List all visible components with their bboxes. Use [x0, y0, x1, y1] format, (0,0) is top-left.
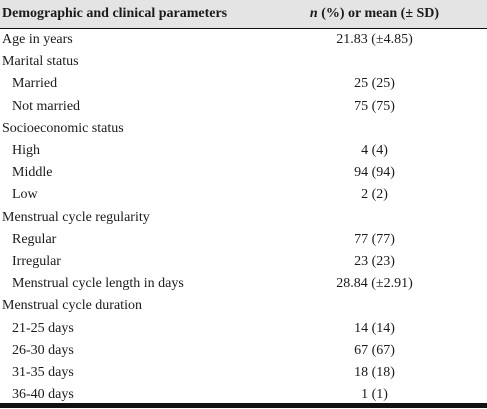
- row-value: 67 (67): [354, 342, 395, 358]
- table-row: Marital status: [0, 51, 487, 73]
- row-label: Menstrual cycle duration: [2, 298, 142, 314]
- row-value: 4 (4): [361, 143, 388, 159]
- row-label: 26-30 days: [12, 342, 74, 358]
- row-label: High: [12, 143, 40, 159]
- table-row: Menstrual cycle duration: [0, 295, 487, 317]
- row-value: [262, 118, 487, 140]
- table-row: Regular 77 (77): [0, 229, 487, 251]
- table-body: Age in years 21.83 (±4.85) Marital status M…: [0, 29, 487, 407]
- table-row: Middle 94 (94): [0, 162, 487, 184]
- table-row: Menstrual cycle regularity: [0, 207, 487, 229]
- table-row: Irregular 23 (23): [0, 251, 487, 273]
- row-label: Marital status: [2, 54, 79, 70]
- row-value: 14 (14): [354, 320, 395, 336]
- row-value: [262, 207, 487, 229]
- table-row: Not married 75 (75): [0, 96, 487, 118]
- table-row: High 4 (4): [0, 140, 487, 162]
- row-label: Age in years: [2, 32, 73, 48]
- row-label: Not married: [12, 98, 81, 114]
- table-row: Menstrual cycle length in days 28.84 (±2.…: [0, 273, 487, 295]
- row-label: 31-35 days: [12, 364, 74, 380]
- row-label: Regular: [12, 231, 57, 247]
- table-row: Socioeconomic status: [0, 118, 487, 140]
- table-bottom-rule: [0, 403, 487, 408]
- row-label: 21-25 days: [12, 320, 74, 336]
- row-label: Low: [12, 187, 38, 203]
- table-row: 36-40 days 1 (1): [0, 384, 487, 406]
- row-value: 25 (25): [354, 76, 395, 92]
- table-row: Married 25 (25): [0, 73, 487, 95]
- row-value: 77 (77): [354, 231, 395, 247]
- row-value: [262, 295, 487, 317]
- table-row: Age in years 21.83 (±4.85): [0, 29, 487, 52]
- row-value: 75 (75): [354, 98, 395, 114]
- row-label: Menstrual cycle length in days: [12, 276, 184, 292]
- row-value: 21.83 (±4.85): [336, 32, 413, 48]
- row-value: 94 (94): [354, 165, 395, 181]
- row-value: 2 (2): [361, 187, 388, 203]
- header-parameters: Demographic and clinical parameters: [0, 0, 262, 29]
- row-label: 36-40 days: [12, 387, 74, 403]
- row-label: Middle: [12, 165, 53, 181]
- table-row: 26-30 days 67 (67): [0, 340, 487, 362]
- row-value: 1 (1): [361, 387, 388, 403]
- table-row: Low 2 (2): [0, 184, 487, 206]
- table-row: 21-25 days 14 (14): [0, 317, 487, 339]
- header-n-italic: n: [309, 6, 318, 21]
- row-label: Irregular: [12, 253, 61, 269]
- row-label: Married: [12, 76, 58, 92]
- row-value: 28.84 (±2.91): [336, 276, 413, 292]
- header-values: n (%) or mean (± SD): [262, 0, 487, 29]
- row-label: Socioeconomic status: [2, 120, 124, 136]
- row-label: Menstrual cycle regularity: [2, 209, 150, 225]
- row-value: [262, 51, 487, 73]
- row-value: 23 (23): [354, 253, 395, 269]
- table-header-row: Demographic and clinical parameters n (%…: [0, 0, 487, 29]
- header-values-rest: (%) or mean (± SD): [317, 6, 440, 21]
- table-row: 31-35 days 18 (18): [0, 362, 487, 384]
- row-value: 18 (18): [354, 364, 395, 380]
